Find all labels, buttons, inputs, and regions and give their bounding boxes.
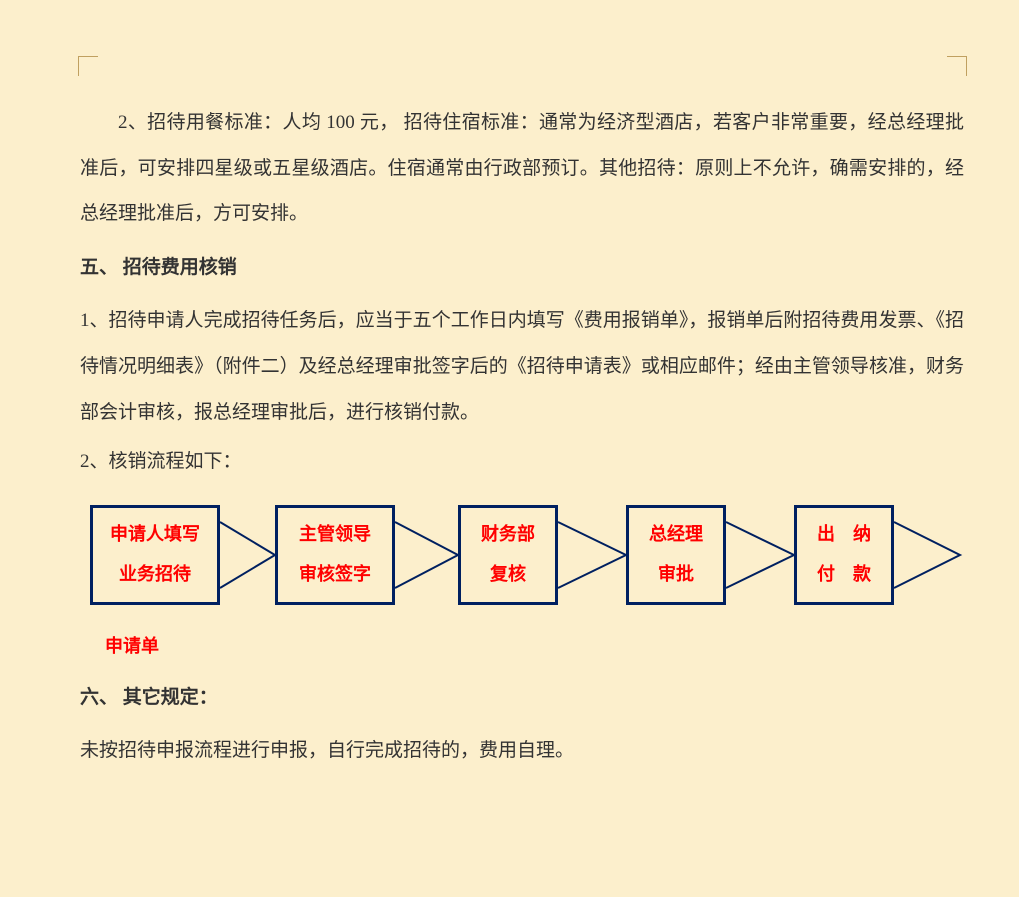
flow-node-line2: 付 款 — [817, 555, 871, 595]
flow-node-line2: 审核签字 — [299, 555, 371, 595]
flow-node-0: 申请人填写业务招待 — [90, 505, 220, 605]
flow-node-3: 总经理审批 — [626, 505, 726, 605]
flow-node-line2: 业务招待 — [119, 555, 191, 595]
flow-node-line1: 财务部 — [481, 515, 535, 555]
heading-section-6: 六、 其它规定： — [80, 675, 964, 721]
document-content: 2、招待用餐标准：人均 100 元， 招待住宿标准：通常为经济型酒店，若客户非常… — [80, 100, 964, 778]
flow-node-line2: 复核 — [490, 555, 526, 595]
flow-node-1: 主管领导审核签字 — [275, 505, 395, 605]
flow-node-extra-label: 申请单 — [105, 625, 159, 668]
paragraph-other-rules: 未按招待申报流程进行申报，自行完成招待的，费用自理。 — [80, 728, 964, 774]
flow-node-line1: 总经理 — [649, 515, 703, 555]
heading-section-5: 五、 招待费用核销 — [80, 245, 964, 291]
paragraph-reimbursement-2: 2、核销流程如下： — [80, 439, 964, 485]
flow-node-4: 出 纳付 款 — [794, 505, 894, 605]
corner-mark-top-right — [947, 56, 967, 76]
flow-node-line1: 出 纳 — [817, 515, 871, 555]
flow-node-2: 财务部复核 — [458, 505, 558, 605]
corner-mark-top-left — [78, 56, 98, 76]
flow-node-line2: 审批 — [658, 555, 694, 595]
paragraph-reimbursement-1: 1、招待申请人完成招待任务后，应当于五个工作日内填写《费用报销单》，报销单后附招… — [80, 298, 964, 435]
paragraph-standard: 2、招待用餐标准：人均 100 元， 招待住宿标准：通常为经济型酒店，若客户非常… — [80, 100, 964, 237]
flow-node-line1: 申请人填写 — [110, 515, 200, 555]
flow-node-line1: 主管领导 — [299, 515, 371, 555]
flowchart: 申请人填写业务招待申请单主管领导审核签字财务部复核总经理审批出 纳付 款 — [80, 505, 964, 665]
